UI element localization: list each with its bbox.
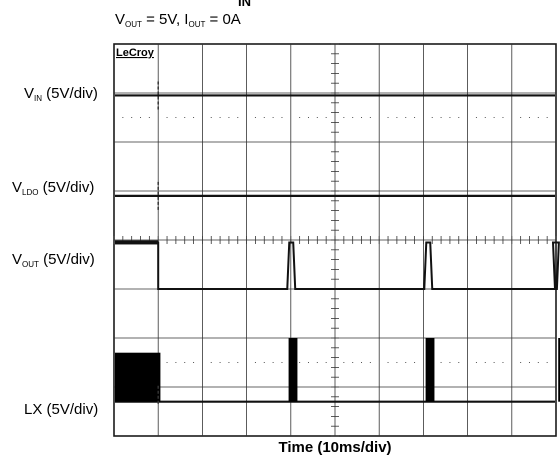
grid-dot	[219, 117, 221, 118]
grid-dots	[122, 117, 548, 363]
grid-dot	[484, 362, 486, 363]
channel-label-vin: VIN (5V/div)	[24, 85, 98, 103]
grid-dot	[528, 117, 530, 118]
grid-dot	[148, 117, 150, 118]
grid-dot	[352, 362, 354, 363]
grid-dot	[316, 117, 318, 118]
grid-dot	[184, 362, 186, 363]
grid-dot	[493, 117, 495, 118]
grid-dot	[502, 117, 504, 118]
channel-label-vout: VOUT (5V/div)	[12, 251, 95, 269]
grid-dot	[272, 117, 274, 118]
grid-dot	[193, 362, 195, 363]
grid-dot	[228, 362, 230, 363]
grid-dot	[396, 117, 398, 118]
grid-dot	[405, 362, 407, 363]
grid-dot	[254, 117, 256, 118]
grid-dot	[131, 117, 133, 118]
grid-dot	[520, 362, 522, 363]
trace-vout	[115, 241, 560, 290]
grid-dot	[414, 117, 416, 118]
grid-dot	[369, 117, 371, 118]
grid-dot	[475, 362, 477, 363]
header-fragment: IN	[238, 0, 251, 9]
grid-dot	[237, 362, 239, 363]
grid-dot	[140, 117, 142, 118]
grid-dot	[449, 117, 451, 118]
grid-dot	[166, 117, 168, 118]
grid-dot	[493, 362, 495, 363]
grid-dot	[263, 362, 265, 363]
grid-dot	[475, 117, 477, 118]
grid-dot	[440, 117, 442, 118]
grid-dot	[396, 362, 398, 363]
vout-initial-high	[115, 240, 159, 245]
channel-label-vldo: VLDO (5V/div)	[12, 179, 94, 197]
grid-dot	[281, 362, 283, 363]
grid-dot	[537, 362, 539, 363]
grid-dot	[537, 117, 539, 118]
grid-dot	[343, 117, 345, 118]
grid-dot	[352, 117, 354, 118]
lx-initial-burst	[115, 352, 161, 402]
grid-dot	[325, 117, 327, 118]
grid-dot	[175, 117, 177, 118]
grid-dot	[361, 117, 363, 118]
x-axis-label: Time (10ms/div)	[278, 439, 391, 456]
grid-dot	[440, 362, 442, 363]
grid-dot	[307, 362, 309, 363]
lx-burst	[558, 338, 560, 402]
traces	[115, 81, 560, 406]
grid-dot	[369, 362, 371, 363]
grid-dot	[272, 362, 274, 363]
grid-dot	[237, 117, 239, 118]
grid-dot	[254, 362, 256, 363]
grid-dot	[405, 117, 407, 118]
grid-dot	[431, 117, 433, 118]
grid-dot	[299, 117, 301, 118]
grid-dot	[307, 117, 309, 118]
grid-dot	[520, 117, 522, 118]
lx-burst	[425, 338, 435, 402]
grid-dot	[458, 117, 460, 118]
grid-dot	[184, 117, 186, 118]
grid-dot	[502, 362, 504, 363]
grid-dot	[528, 362, 530, 363]
grid-dot	[458, 362, 460, 363]
grid-dot	[175, 362, 177, 363]
grid-dot	[325, 362, 327, 363]
channel-label-lx: LX (5V/div)	[24, 401, 98, 418]
grid-dot	[361, 362, 363, 363]
grid-dot	[166, 362, 168, 363]
grid-dot	[546, 117, 548, 118]
grid-dot	[193, 117, 195, 118]
grid-dot	[228, 117, 230, 118]
grid-dot	[210, 362, 212, 363]
grid-dot	[546, 362, 548, 363]
grid-dot	[414, 362, 416, 363]
grid-dot	[449, 362, 451, 363]
grid-dot	[484, 117, 486, 118]
grid-dot	[387, 117, 389, 118]
grid-dot	[281, 117, 283, 118]
grid-dot	[122, 117, 124, 118]
grid-dot	[219, 362, 221, 363]
chart-title: VOUT = 5V, IOUT = 0A	[115, 11, 241, 29]
lecroy-logo: LeCroy	[116, 47, 155, 59]
grid-dot	[343, 362, 345, 363]
grid-dot	[299, 362, 301, 363]
grid-dot	[263, 117, 265, 118]
grid-dot	[316, 362, 318, 363]
grid-dot	[210, 117, 212, 118]
lx-burst	[288, 338, 298, 402]
grid-dot	[387, 362, 389, 363]
